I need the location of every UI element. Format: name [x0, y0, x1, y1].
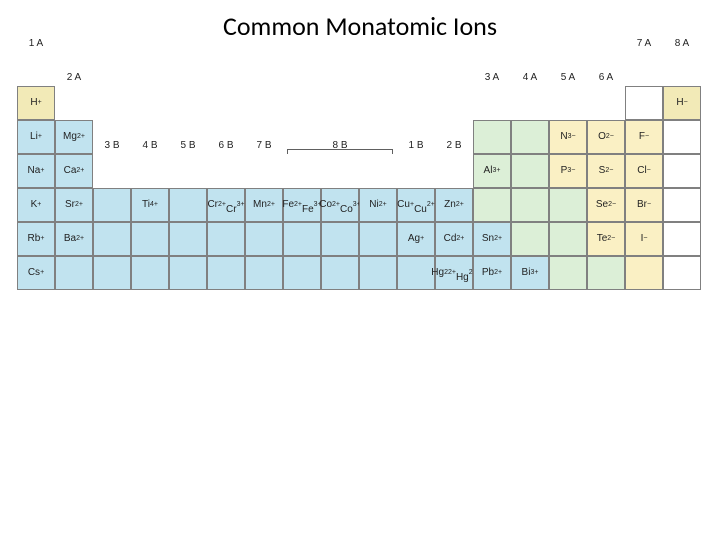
ion-cell-ag: Ag+	[397, 222, 435, 256]
ion-cell-ni: Ni2+	[359, 188, 397, 222]
empty-cell	[511, 154, 549, 188]
ion-cell-fe: Fe2+Fe3+	[283, 188, 321, 222]
empty-cell	[207, 256, 245, 290]
empty-cell	[549, 188, 587, 222]
ion-cell-f: F−	[625, 120, 663, 154]
empty-cell	[587, 256, 625, 290]
ion-cell-na: Na+	[17, 154, 55, 188]
ion-cell-cl: Cl−	[625, 154, 663, 188]
empty-cell	[359, 256, 397, 290]
ion-cell-o: O2−	[587, 120, 625, 154]
empty-cell	[473, 188, 511, 222]
ion-cell-mg: Mg2+	[55, 120, 93, 154]
empty-cell	[283, 256, 321, 290]
empty-cell	[93, 222, 131, 256]
ion-cell-pb: Pb2+	[473, 256, 511, 290]
ion-cell-te: Te2−	[587, 222, 625, 256]
ion-cell-hg: Hg22+Hg2+	[435, 256, 473, 290]
ion-cell-sn: Sn2+	[473, 222, 511, 256]
group-header: 2 A	[55, 72, 93, 83]
ion-cell-s: S2−	[587, 154, 625, 188]
empty-cell	[625, 256, 663, 290]
empty-cell	[511, 188, 549, 222]
group-header: 7 B	[245, 140, 283, 151]
empty-cell	[511, 222, 549, 256]
page-title: Common Monatomic Ions	[0, 10, 720, 42]
ion-cell-se: Se2−	[587, 188, 625, 222]
empty-cell	[663, 120, 701, 154]
group-header: 4 A	[511, 72, 549, 83]
empty-cell	[169, 256, 207, 290]
empty-cell	[93, 188, 131, 222]
empty-cell	[131, 222, 169, 256]
ion-cell-rb: Rb+	[17, 222, 55, 256]
empty-cell	[663, 256, 701, 290]
ion-cell-al: Al3+	[473, 154, 511, 188]
group-header: 5 A	[549, 72, 587, 83]
ion-cell-cr: Cr2+Cr3+	[207, 188, 245, 222]
ion-cell-bi: Bi3+	[511, 256, 549, 290]
empty-cell	[55, 256, 93, 290]
ion-cell-k: K+	[17, 188, 55, 222]
empty-cell	[549, 222, 587, 256]
empty-cell	[169, 222, 207, 256]
empty-cell	[549, 256, 587, 290]
ion-cell-ti: Ti4+	[131, 188, 169, 222]
ion-cell-h: H−	[663, 86, 701, 120]
ion-cell-li: Li+	[17, 120, 55, 154]
empty-cell	[93, 256, 131, 290]
ion-cell-sr: Sr2+	[55, 188, 93, 222]
empty-cell	[245, 222, 283, 256]
group-header: 7 A	[625, 38, 663, 49]
empty-cell	[207, 222, 245, 256]
empty-cell	[663, 154, 701, 188]
ion-cell-h: H+	[17, 86, 55, 120]
group-header: 4 B	[131, 140, 169, 151]
group-header: 1 A	[17, 38, 55, 49]
empty-cell	[625, 86, 663, 120]
ion-cell-cs: Cs+	[17, 256, 55, 290]
ion-cell-i: I−	[625, 222, 663, 256]
ion-cell-n: N3−	[549, 120, 587, 154]
group-8b-bracket	[287, 149, 393, 154]
empty-cell	[359, 222, 397, 256]
group-header: 3 A	[473, 72, 511, 83]
group-header: 1 B	[397, 140, 435, 151]
group-header: 5 B	[169, 140, 207, 151]
empty-cell	[511, 120, 549, 154]
ion-cell-cu: Cu+Cu2+	[397, 188, 435, 222]
ion-cell-ba: Ba2+	[55, 222, 93, 256]
ion-cell-co: Co2+Co3+	[321, 188, 359, 222]
group-header: 3 B	[93, 140, 131, 151]
ion-cell-ca: Ca2+	[55, 154, 93, 188]
group-header: 2 B	[435, 140, 473, 151]
ion-cell-mn: Mn2+	[245, 188, 283, 222]
group-header: 6 A	[587, 72, 625, 83]
empty-cell	[321, 256, 359, 290]
empty-cell	[663, 188, 701, 222]
empty-cell	[397, 256, 435, 290]
empty-cell	[321, 222, 359, 256]
empty-cell	[131, 256, 169, 290]
group-header: 6 B	[207, 140, 245, 151]
ion-cell-cd: Cd2+	[435, 222, 473, 256]
ion-cell-zn: Zn2+	[435, 188, 473, 222]
empty-cell	[245, 256, 283, 290]
empty-cell	[283, 222, 321, 256]
empty-cell	[473, 120, 511, 154]
empty-cell	[169, 188, 207, 222]
ion-cell-br: Br−	[625, 188, 663, 222]
group-header: 8 A	[663, 38, 701, 49]
empty-cell	[663, 222, 701, 256]
ion-cell-p: P3−	[549, 154, 587, 188]
